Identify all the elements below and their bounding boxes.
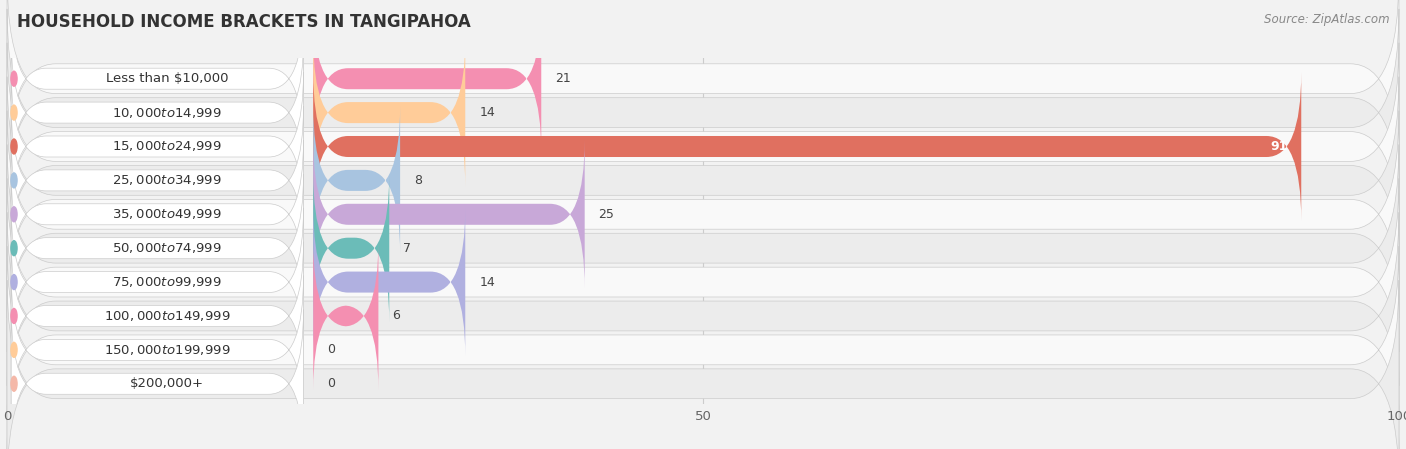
FancyBboxPatch shape [7, 110, 1399, 318]
FancyBboxPatch shape [7, 145, 1399, 352]
FancyBboxPatch shape [7, 246, 1399, 449]
FancyBboxPatch shape [7, 178, 1399, 386]
Text: 21: 21 [555, 72, 571, 85]
Text: $75,000 to $99,999: $75,000 to $99,999 [112, 275, 222, 289]
Text: 25: 25 [599, 208, 614, 221]
Text: $50,000 to $74,999: $50,000 to $74,999 [112, 241, 222, 255]
FancyBboxPatch shape [314, 4, 541, 153]
FancyBboxPatch shape [7, 9, 1399, 216]
Text: $100,000 to $149,999: $100,000 to $149,999 [104, 309, 231, 323]
Text: $15,000 to $24,999: $15,000 to $24,999 [112, 140, 222, 154]
FancyBboxPatch shape [11, 174, 304, 322]
Text: 0: 0 [328, 377, 335, 390]
FancyBboxPatch shape [314, 106, 401, 255]
Text: Source: ZipAtlas.com: Source: ZipAtlas.com [1264, 13, 1389, 26]
Circle shape [11, 376, 17, 391]
FancyBboxPatch shape [11, 4, 304, 153]
FancyBboxPatch shape [7, 77, 1399, 284]
Text: 6: 6 [392, 309, 401, 322]
FancyBboxPatch shape [7, 280, 1399, 449]
FancyBboxPatch shape [11, 309, 304, 449]
Text: $25,000 to $34,999: $25,000 to $34,999 [112, 173, 222, 187]
Circle shape [11, 105, 17, 120]
Circle shape [11, 207, 17, 222]
FancyBboxPatch shape [11, 106, 304, 255]
Text: 14: 14 [479, 276, 495, 289]
Text: $200,000+: $200,000+ [131, 377, 204, 390]
Text: $10,000 to $14,999: $10,000 to $14,999 [112, 106, 222, 119]
FancyBboxPatch shape [11, 140, 304, 289]
Circle shape [11, 241, 17, 255]
Text: Less than $10,000: Less than $10,000 [105, 72, 228, 85]
Circle shape [11, 275, 17, 290]
FancyBboxPatch shape [314, 174, 389, 322]
Text: $35,000 to $49,999: $35,000 to $49,999 [112, 207, 222, 221]
Circle shape [11, 343, 17, 357]
FancyBboxPatch shape [7, 0, 1399, 182]
FancyBboxPatch shape [314, 38, 465, 187]
FancyBboxPatch shape [7, 43, 1399, 250]
Text: 7: 7 [404, 242, 411, 255]
FancyBboxPatch shape [11, 208, 304, 357]
FancyBboxPatch shape [11, 242, 304, 390]
Text: 91: 91 [1270, 140, 1288, 153]
FancyBboxPatch shape [11, 276, 304, 424]
Circle shape [11, 308, 17, 323]
FancyBboxPatch shape [11, 72, 304, 221]
FancyBboxPatch shape [11, 38, 304, 187]
Text: $150,000 to $199,999: $150,000 to $199,999 [104, 343, 231, 357]
Text: HOUSEHOLD INCOME BRACKETS IN TANGIPAHOA: HOUSEHOLD INCOME BRACKETS IN TANGIPAHOA [17, 13, 471, 31]
Text: 14: 14 [479, 106, 495, 119]
FancyBboxPatch shape [314, 208, 465, 357]
Text: 0: 0 [328, 343, 335, 357]
Circle shape [11, 139, 17, 154]
Text: 8: 8 [413, 174, 422, 187]
Circle shape [11, 71, 17, 86]
FancyBboxPatch shape [314, 72, 1302, 221]
FancyBboxPatch shape [7, 212, 1399, 420]
FancyBboxPatch shape [314, 242, 378, 390]
FancyBboxPatch shape [314, 140, 585, 289]
Circle shape [11, 173, 17, 188]
